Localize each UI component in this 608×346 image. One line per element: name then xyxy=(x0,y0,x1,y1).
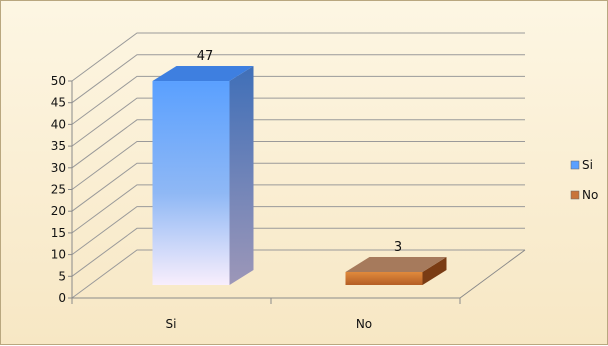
legend-swatch xyxy=(570,160,580,170)
gridline xyxy=(71,54,525,104)
y-tick-label: 5 xyxy=(58,269,66,283)
bars xyxy=(152,66,447,286)
axes xyxy=(68,80,526,304)
gridline xyxy=(71,32,525,82)
y-tick-label: 45 xyxy=(51,96,66,110)
bar-no xyxy=(345,256,447,285)
labels: 0 5 10 15 20 25 30 35 40 45 50 47 Si 3 No xyxy=(51,49,402,331)
y-tick-label: 40 xyxy=(51,117,66,131)
legend-label: No xyxy=(582,188,598,202)
legend-label: Si xyxy=(582,158,593,172)
y-tick-label: 10 xyxy=(51,248,66,262)
bar-top xyxy=(152,66,254,82)
gridline xyxy=(71,184,525,234)
y-tick-label: 30 xyxy=(51,161,66,175)
legend: Si No xyxy=(570,158,598,202)
gridline xyxy=(71,249,525,299)
data-label: 3 xyxy=(394,240,402,255)
legend-item: Si xyxy=(570,158,593,172)
y-tick-label: 25 xyxy=(51,183,66,197)
y-tick-label: 0 xyxy=(58,291,66,305)
data-label: 47 xyxy=(197,49,214,64)
gridlines xyxy=(71,32,525,299)
floor-edge xyxy=(459,249,526,299)
legend-item: No xyxy=(570,188,598,202)
bar-front xyxy=(345,271,423,285)
bar-front xyxy=(152,81,230,286)
gridline xyxy=(71,227,525,277)
gridline xyxy=(71,141,525,190)
gridline xyxy=(71,97,525,147)
y-tick-label: 35 xyxy=(51,139,66,153)
bar-top xyxy=(345,256,447,272)
gridline xyxy=(71,162,525,212)
gridline xyxy=(71,119,525,169)
x-category-label: Si xyxy=(166,317,177,331)
gridline xyxy=(71,206,525,256)
legend-swatch xyxy=(570,190,580,200)
bar-side xyxy=(229,66,254,286)
bar-si xyxy=(152,66,254,286)
gridline xyxy=(71,75,525,125)
x-category-label: No xyxy=(356,317,372,331)
y-tick-label: 15 xyxy=(51,226,66,240)
y-tick-label: 50 xyxy=(51,74,66,88)
bar-side xyxy=(422,256,447,285)
y-tick-label: 20 xyxy=(51,204,66,218)
